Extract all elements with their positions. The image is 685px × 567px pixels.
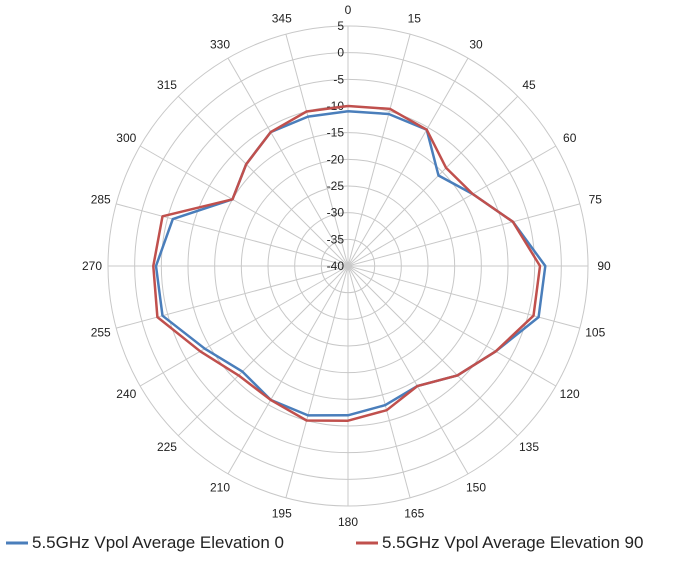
angle-tick-label: 225: [157, 440, 177, 454]
angle-tick-label: 15: [408, 12, 422, 26]
grid-spoke: [347, 265, 411, 498]
legend-label-0: 5.5GHz Vpol Average Elevation 0: [32, 533, 284, 552]
angle-tick-label: 90: [597, 259, 611, 273]
angle-tick-label: 75: [589, 193, 603, 207]
angle-tick-label: 255: [91, 325, 111, 339]
angle-tick-label: 210: [210, 481, 230, 495]
angle-tick-label: 300: [116, 131, 136, 145]
grid-spoke: [139, 265, 349, 387]
grid-spoke: [227, 265, 349, 475]
radial-tick-label: -40: [327, 259, 345, 273]
grid-spoke: [347, 145, 557, 267]
angle-tick-label: 240: [116, 387, 136, 401]
grid-spoke: [177, 265, 349, 437]
angle-tick-label: 135: [519, 440, 539, 454]
angle-tick-label: 315: [157, 78, 177, 92]
radial-tick-label: -25: [327, 179, 345, 193]
grid-spoke: [347, 265, 580, 329]
angle-tick-label: 45: [522, 78, 536, 92]
angle-tick-label: 285: [91, 193, 111, 207]
grid-spoke: [285, 265, 349, 498]
angle-tick-label: 60: [563, 131, 577, 145]
grid-spoke: [227, 57, 349, 267]
angle-tick-label: 165: [404, 506, 424, 520]
angle-tick-label: 105: [585, 325, 605, 339]
angle-tick-label: 270: [82, 259, 102, 273]
grid-spoke: [347, 203, 580, 267]
radial-tick-label: -35: [327, 232, 345, 246]
angle-tick-label: 330: [210, 37, 230, 51]
angle-tick-label: 0: [345, 3, 352, 17]
radial-tick-label: 0: [337, 46, 344, 60]
grid-spoke: [139, 145, 349, 267]
radial-tick-label: -20: [327, 152, 345, 166]
grid-spoke: [347, 265, 557, 387]
grid-spoke: [285, 34, 349, 267]
grid-spoke: [347, 265, 519, 437]
grid-spoke: [116, 265, 349, 329]
grid-spoke: [116, 203, 349, 267]
angle-tick-label: 150: [466, 481, 486, 495]
radial-tick-label: -15: [327, 126, 345, 140]
angle-tick-label: 30: [469, 37, 483, 51]
legend-label-1: 5.5GHz Vpol Average Elevation 90: [382, 533, 643, 552]
radial-tick-label: 5: [337, 19, 344, 33]
angle-tick-label: 120: [560, 387, 580, 401]
grid-spoke: [177, 95, 349, 267]
grid-spoke: [347, 34, 411, 267]
radial-tick-label: -5: [333, 72, 344, 86]
grid-spoke: [347, 265, 469, 475]
grid-spoke: [347, 95, 519, 267]
series-line-1: [152, 104, 542, 422]
radial-tick-label: -30: [327, 206, 345, 220]
angle-tick-label: 180: [338, 515, 358, 529]
angle-tick-label: 345: [272, 12, 292, 26]
angle-tick-label: 195: [272, 506, 292, 520]
grid-spoke: [347, 57, 469, 267]
